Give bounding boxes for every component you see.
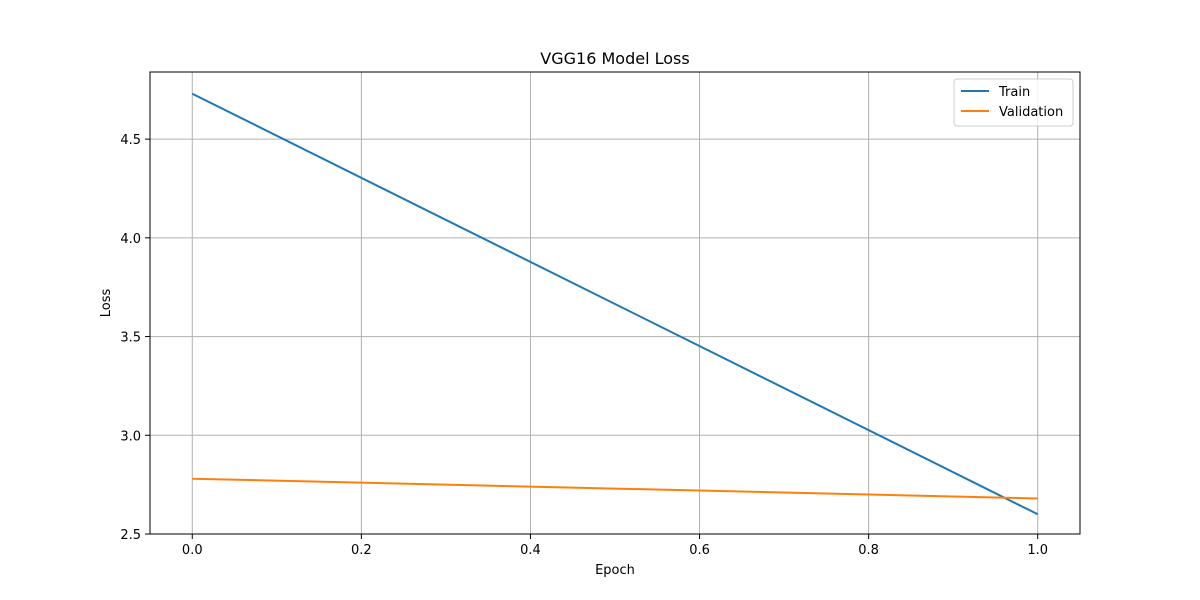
x-tick-label: 0.0 <box>182 543 203 558</box>
chart-title: VGG16 Model Loss <box>540 49 689 68</box>
series-layer <box>191 92 1039 516</box>
y-tick-label: 3.0 <box>120 429 141 444</box>
y-axis-title: Loss <box>99 289 114 318</box>
x-tick-label: 1.0 <box>1027 543 1048 558</box>
x-tick-label: 0.4 <box>520 543 541 558</box>
x-axis-title: Epoch <box>595 563 635 578</box>
y-tick-label: 4.0 <box>120 232 141 247</box>
y-tick-label: 4.5 <box>120 133 141 148</box>
x-axis-ticks: 0.0 0.2 0.4 0.6 0.8 1.0 <box>182 534 1048 558</box>
series-line-validation <box>192 477 1038 500</box>
legend: Train Validation <box>953 78 1074 127</box>
x-tick-label: 0.2 <box>351 543 372 558</box>
series-line-train <box>191 92 1039 516</box>
x-tick-label: 0.8 <box>858 543 879 558</box>
y-axis-ticks: 2.5 3.0 3.5 4.0 4.5 <box>120 133 150 543</box>
y-tick-label: 3.5 <box>120 331 141 346</box>
legend-label-validation: Validation <box>999 105 1063 120</box>
x-tick-label: 0.6 <box>689 543 710 558</box>
legend-label-train: Train <box>998 85 1030 100</box>
y-tick-label: 2.5 <box>120 528 141 543</box>
plot-frame <box>149 71 1081 535</box>
